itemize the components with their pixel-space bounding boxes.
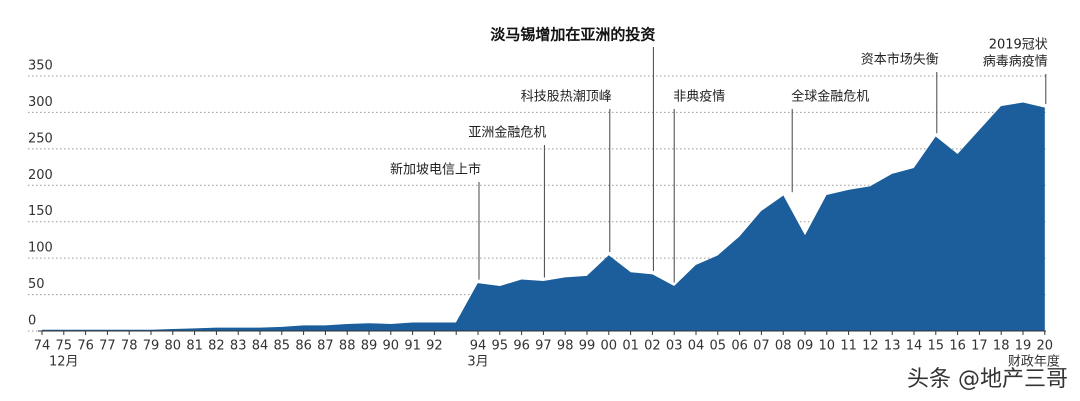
- annotation-label: 全球金融危机: [791, 89, 869, 105]
- annotation-label: 科技股热潮顶峰: [521, 90, 612, 105]
- annotation-label: 亚洲金融危机: [468, 125, 546, 141]
- x-tick-label: 08: [775, 339, 792, 354]
- x-tick-label: 16: [949, 339, 966, 354]
- x-tick-label: 17: [971, 339, 988, 354]
- annotation-title: 淡马锡增加在亚洲的投资: [490, 26, 655, 44]
- x-tick-label: 99: [579, 339, 596, 354]
- x-tick-label: 20: [1037, 339, 1054, 354]
- x-tick-label: 12: [862, 339, 879, 354]
- x-tick-label: 79: [143, 339, 160, 354]
- x-tick-label: 82: [208, 339, 225, 354]
- x-tick-label: 96: [513, 339, 530, 354]
- x-sublabel: 12月: [49, 355, 79, 370]
- x-tick-label: 05: [710, 339, 727, 354]
- x-tick-label: 02: [644, 339, 661, 354]
- y-tick-label: 250: [28, 131, 53, 146]
- x-tick-label: 91: [404, 339, 421, 354]
- x-tick-label: 81: [186, 339, 203, 354]
- x-tick-label: 01: [622, 339, 639, 354]
- y-tick-label: 300: [28, 95, 53, 110]
- y-tick-label: 350: [28, 59, 53, 74]
- x-tick-label: 98: [557, 339, 574, 354]
- x-tick-label: 84: [252, 339, 269, 354]
- x-tick-label: 10: [819, 339, 836, 354]
- x-tick-label: 78: [121, 339, 138, 354]
- x-tick-label: 89: [361, 339, 378, 354]
- area-fill: [42, 102, 1045, 331]
- annotation-label: 新加坡电信上市: [390, 162, 481, 178]
- y-tick-label: 150: [28, 204, 53, 219]
- x-tick-label: 86: [295, 339, 312, 354]
- x-tick-label: 87: [317, 339, 334, 354]
- x-tick-label: 18: [993, 339, 1010, 354]
- area-line: [42, 102, 1045, 331]
- y-tick-label: 0: [28, 314, 36, 329]
- y-tick-label: 100: [28, 241, 53, 256]
- x-tick-label: 77: [99, 339, 116, 354]
- y-tick-label: 50: [28, 277, 45, 292]
- x-tick-label: 85: [274, 339, 291, 354]
- x-tick-label: 90: [383, 339, 400, 354]
- x-sublabel: 财政年度: [1008, 354, 1060, 370]
- x-tick-label: 00: [601, 339, 618, 354]
- x-tick-label: 15: [928, 339, 945, 354]
- x-tick-label: 83: [230, 339, 247, 354]
- x-tick-label: 09: [797, 339, 814, 354]
- annotation-label: 非典疫情: [673, 89, 725, 105]
- x-tick-label: 07: [753, 339, 770, 354]
- x-tick-label: 74: [34, 339, 51, 354]
- x-tick-label: 80: [165, 339, 182, 354]
- annotation-label: 2019冠状: [989, 38, 1048, 53]
- x-tick-label: 92: [426, 339, 443, 354]
- x-tick-label: 13: [884, 339, 901, 354]
- x-tick-label: 88: [339, 339, 356, 354]
- watermark: 头条 @地产三哥: [907, 367, 1068, 392]
- x-tick-label: 97: [535, 339, 552, 354]
- x-sublabel: 3月: [467, 355, 488, 370]
- x-tick-label: 94: [470, 339, 487, 354]
- x-tick-label: 19: [1015, 339, 1032, 354]
- y-tick-label: 200: [28, 168, 53, 183]
- x-tick-label: 14: [906, 339, 923, 354]
- x-tick-label: 06: [731, 339, 748, 354]
- x-tick-label: 76: [77, 339, 94, 354]
- annotation-label: 资本市场失衡: [861, 52, 939, 68]
- x-tick-label: 04: [688, 339, 705, 354]
- x-tick-label: 75: [56, 339, 73, 354]
- x-tick-label: 03: [666, 339, 683, 354]
- annotation-label: 病毒病疫情: [983, 54, 1048, 70]
- x-tick-label: 95: [492, 339, 509, 354]
- x-tick-label: 11: [840, 339, 857, 354]
